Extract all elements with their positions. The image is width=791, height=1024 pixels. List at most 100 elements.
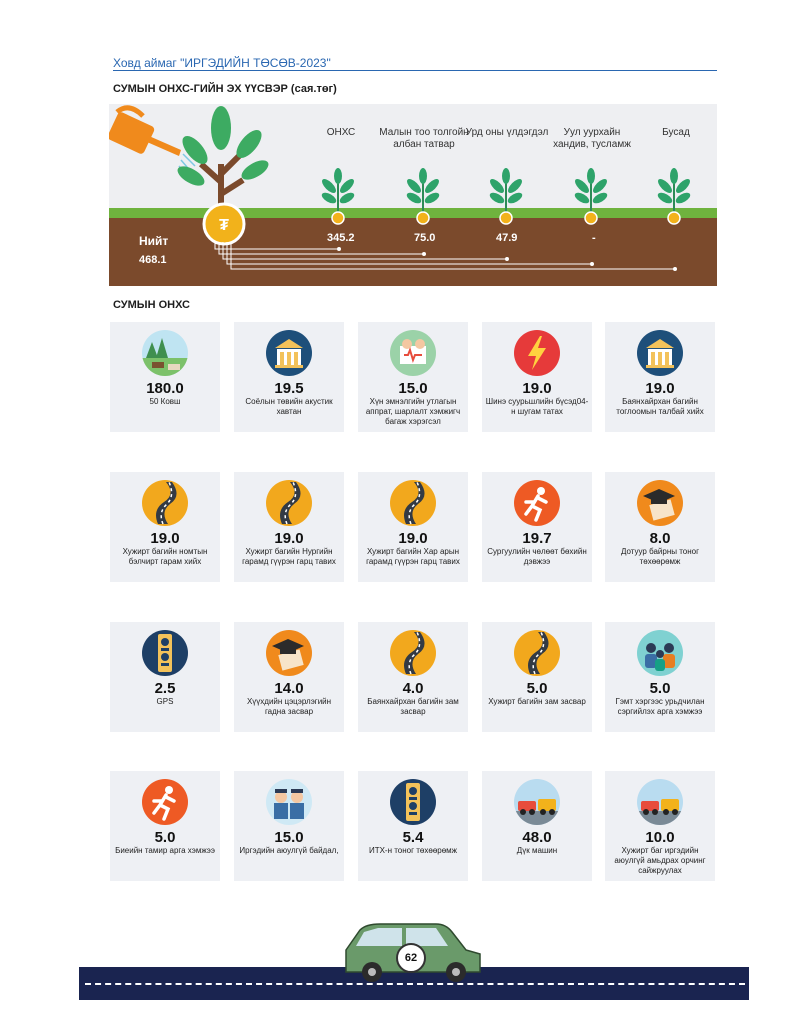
project-description: Хужирт багийн номтын бэлчирт гарам хийх [122, 547, 208, 566]
source-label-onhs: ОНХС [326, 127, 356, 138]
small-tree-icon [406, 168, 440, 225]
project-description: Хужирт багийн зам засвар [488, 697, 586, 706]
road-icon [390, 630, 436, 676]
main-coin-icon: ₮ [202, 202, 246, 246]
project-amount: 2.5 [154, 680, 176, 697]
project-card: 5.0 Гэмт хэргээс урьдчилан сэргийлэх арга… [605, 622, 715, 732]
runner-icon [514, 480, 560, 526]
project-amount: 14.0 [274, 680, 304, 697]
building-icon [266, 330, 312, 376]
project-card: 10.0 Хужирт баг иргэдийн аюулгүй амьдрах … [605, 771, 715, 881]
source-value-previous-balance: 47.9 [496, 232, 518, 244]
project-card: 19.0 Хужирт багийн Хар арын гарамд гүүрэн… [358, 472, 468, 582]
small-tree-icon [657, 168, 691, 225]
project-description: Баянхайрхан багийн зам засвар [367, 697, 459, 716]
section-title-projects: СУМЫН ОНХС [113, 299, 190, 311]
lightning-icon [514, 330, 560, 376]
big-tree-icon [177, 106, 269, 212]
project-amount: 15.0 [398, 380, 428, 397]
project-amount: 8.0 [649, 530, 671, 547]
connector-dots [337, 247, 677, 271]
project-card: 15.0 Иргэдийн аюулгүй байдал, [234, 771, 344, 881]
project-card: 5.0 Биеийн тамир арга хэмжээ [110, 771, 220, 881]
project-amount: 5.0 [526, 680, 548, 697]
project-description: 50 Ковш [149, 397, 181, 406]
vehicles-icon [637, 779, 683, 825]
vehicles-icon [514, 779, 560, 825]
road-icon [266, 480, 312, 526]
project-description: Хужирт баг иргэдийн аюулгүй амьдрах орчи… [614, 846, 706, 875]
project-amount: 19.0 [274, 530, 304, 547]
grass [109, 208, 717, 218]
project-description: Хужирт багийн Нургийн гарамд гүүрэн гарц… [242, 547, 336, 566]
project-amount: 19.0 [645, 380, 675, 397]
herd-icon [142, 330, 188, 376]
project-description: Хүүхдийн цэцэрлэгийн гадна засвар [246, 697, 332, 716]
sources-infographic: ₮ ОНХС Малын тоо толгойн албан татвар Ур… [109, 104, 717, 286]
project-card: 5.4 ИТХ-н тоног төхөөрөмж [358, 771, 468, 881]
project-card: 19.5 Соёлын төвийн акустик хавтан [234, 322, 344, 432]
project-description: Гэмт хэргээс урьдчилан сэргийлэх арга хэ… [615, 697, 705, 716]
total-label: Нийт [139, 234, 169, 248]
project-description: Сургуулийн чөлөөт бөхийн дэвжээ [487, 547, 587, 566]
emblem-icon [390, 779, 436, 825]
project-amount: 5.0 [649, 680, 671, 697]
project-amount: 180.0 [146, 380, 184, 397]
source-label-previous-balance: Урд оны үлдэгдэл [465, 127, 549, 138]
project-amount: 19.0 [398, 530, 428, 547]
section-title-sources: СУМЫН ОНХС-ГИЙН ЭХ ҮҮСВЭР (сая.төг) [113, 83, 337, 95]
road-icon [514, 630, 560, 676]
project-card: 2.5 GPS [110, 622, 220, 732]
graduation-icon [266, 630, 312, 676]
svg-text:₮: ₮ [219, 217, 229, 234]
header-divider [113, 70, 717, 71]
small-tree-icon [489, 168, 523, 225]
project-description: Дүк машин [516, 846, 558, 855]
project-card: 14.0 Хүүхдийн цэцэрлэгийн гадна засвар [234, 622, 344, 732]
project-card: 15.0 Хүн эмнэлгийн утлагын аппрат, шарлал… [358, 322, 468, 432]
source-label-other: Бусад [662, 127, 690, 138]
small-tree-icon [574, 168, 608, 225]
project-amount: 15.0 [274, 829, 304, 846]
source-label-livestock-tax: Малын тоо толгойн албан татвар [379, 127, 469, 150]
total-value: 468.1 [139, 254, 167, 266]
project-amount: 19.5 [274, 380, 304, 397]
project-amount: 5.4 [402, 829, 424, 846]
source-value-livestock-tax: 75.0 [414, 232, 436, 244]
project-card: 19.0 Шинэ суурьшлийн бүсэд04-н шугам тата… [482, 322, 592, 432]
medical-icon [390, 330, 436, 376]
sources-illustration: ₮ [109, 105, 717, 286]
small-trees [321, 168, 691, 225]
officers-icon [266, 779, 312, 825]
road-icon [390, 480, 436, 526]
project-card: 19.0 Баянхайрхан багийн тоглоомын талбай … [605, 322, 715, 432]
emblem-icon [142, 630, 188, 676]
source-label-mining-donation: Уул уурхайн хандив, тусламж [553, 127, 631, 150]
project-description: Хүн эмнэлгийн утлагын аппрат, шарлалт хэ… [365, 397, 461, 426]
page-number: 62 [396, 943, 426, 973]
project-amount: 19.0 [522, 380, 552, 397]
project-card: 5.0 Хужирт багийн зам засвар [482, 622, 592, 732]
source-value-mining-donation: - [592, 232, 596, 244]
project-description: Баянхайрхан багийн тоглоомын талбай хийх [616, 397, 704, 416]
project-description: Соёлын төвийн акустик хавтан [245, 397, 333, 416]
building-icon [637, 330, 683, 376]
soil [109, 216, 717, 286]
project-description: Дотуур байрны тоног төхөөрөмж [620, 547, 700, 566]
small-tree-icon [321, 168, 355, 225]
project-amount: 48.0 [522, 829, 552, 846]
road-marking [85, 983, 745, 985]
people-icon [637, 630, 683, 676]
project-card: 19.0 Хужирт багийн номтын бэлчирт гарам х… [110, 472, 220, 582]
project-description: Иргэдийн аюулгүй байдал, [239, 846, 339, 855]
document-header: Ховд аймаг "ИРГЭДИЙН ТӨСӨВ-2023" [113, 56, 331, 70]
graduation-icon [637, 480, 683, 526]
project-card: 19.0 Хужирт багийн Нургийн гарамд гүүрэн … [234, 472, 344, 582]
road-icon [142, 480, 188, 526]
project-amount: 5.0 [154, 829, 176, 846]
connector-lines [214, 242, 675, 270]
project-description: Биеийн тамир арга хэмжээ [115, 846, 215, 855]
project-amount: 10.0 [645, 829, 675, 846]
source-value-onhs: 345.2 [327, 232, 355, 244]
project-description: ИТХ-н тоног төхөөрөмж [368, 846, 458, 855]
